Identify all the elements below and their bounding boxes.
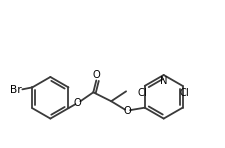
Text: Cl: Cl	[180, 88, 189, 98]
Text: N: N	[160, 76, 167, 86]
Text: Br: Br	[10, 85, 21, 95]
Text: O: O	[123, 106, 131, 116]
Text: O: O	[74, 98, 81, 108]
Text: Cl: Cl	[138, 88, 148, 98]
Text: O: O	[92, 70, 100, 81]
